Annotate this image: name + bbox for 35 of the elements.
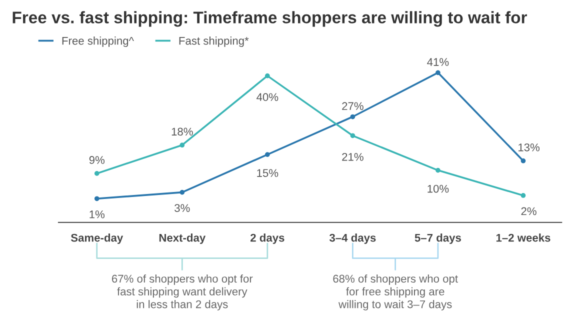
data-label: 15% (257, 169, 278, 177)
point (436, 70, 440, 76)
data-label: 2% (521, 207, 536, 216)
point (264, 73, 270, 78)
point (520, 158, 526, 164)
data-label: 27% (342, 102, 364, 110)
data-label: 3% (174, 204, 190, 212)
x-tick-label: 1–2 weeks (496, 234, 550, 242)
point (94, 171, 100, 176)
data-label: 40% (256, 93, 278, 102)
x-tick-label: 5–7 days (414, 234, 461, 244)
x-tick-label: Same-day (70, 234, 124, 244)
point (264, 152, 270, 157)
data-label: 18% (172, 128, 193, 136)
data-label: 21% (342, 152, 364, 161)
data-label: 1% (90, 210, 105, 218)
point (520, 193, 526, 198)
data-label: 13% (518, 143, 540, 152)
x-tick-label: Next-day (159, 234, 206, 244)
chart-title: Free vs. fast shipping: Timeframe shoppers are willing to wait for (12, 11, 527, 27)
data-label: 10% (428, 184, 449, 193)
point (350, 114, 356, 120)
x-tick-label: 2 days (250, 234, 284, 244)
point (94, 196, 100, 202)
point (180, 142, 185, 148)
text: 68% of shoppers who opt for free shipping are willing to wait 3–7 days (333, 274, 458, 310)
point (436, 168, 440, 173)
legend-label: Fast shipping* (179, 36, 249, 47)
text: 67% of shoppers who opt for fast shipping want delivery in less than 2 days (112, 274, 253, 310)
point (180, 190, 185, 195)
legend-label: Free shipping^ (62, 36, 134, 47)
x-tick-label: 3–4 days (329, 234, 376, 244)
data-label: 9% (89, 156, 105, 164)
point (350, 133, 356, 138)
data-label: 41% (427, 58, 449, 66)
